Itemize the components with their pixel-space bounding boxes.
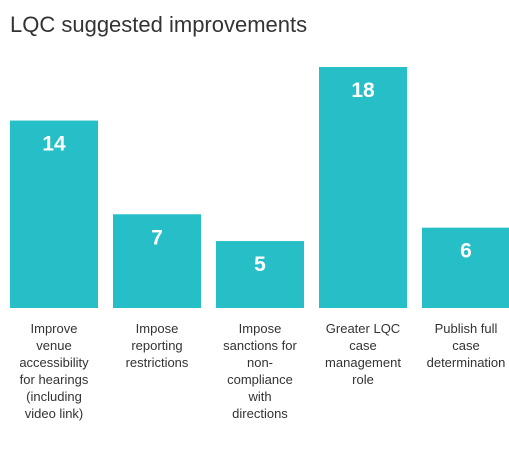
- value-label: 7: [151, 226, 163, 249]
- category-label: Greater LQC case management role: [325, 321, 401, 387]
- value-label: 5: [254, 253, 266, 276]
- value-label: 18: [351, 79, 375, 102]
- bar: [216, 241, 304, 308]
- category-label: Publish full case determination: [426, 321, 506, 370]
- bar: [422, 227, 509, 308]
- value-label: 6: [460, 240, 472, 263]
- category-label: Improve venue accessibility for hearings…: [19, 321, 89, 421]
- value-label: 14: [42, 133, 66, 156]
- category-label: Impose reporting restrictions: [125, 321, 189, 370]
- chart-title: LQC suggested improvements: [10, 12, 307, 37]
- bar: [319, 67, 407, 308]
- bar: [10, 120, 98, 308]
- bar: [113, 214, 201, 308]
- category-label: Impose sanctions for non-compliance with…: [223, 321, 297, 421]
